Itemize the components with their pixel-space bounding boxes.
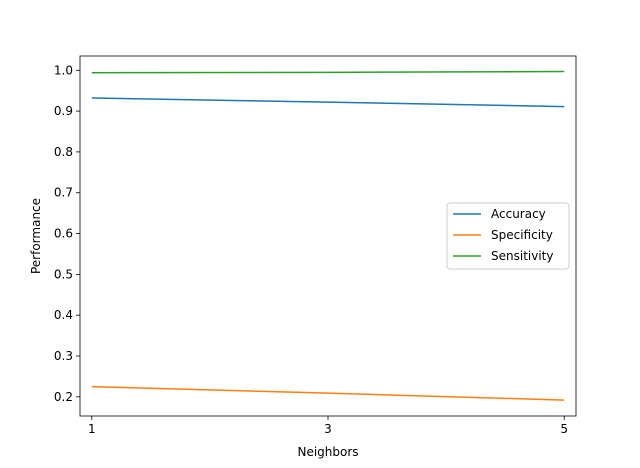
y-tick-label: 0.8: [54, 145, 73, 159]
y-tick-label: 0.6: [54, 227, 73, 241]
legend-box: [446, 202, 570, 270]
legend: Accuracy Specificity Sensitivity: [446, 202, 570, 270]
y-tick-label: 0.9: [54, 104, 73, 118]
x-axis-label: Neighbors: [297, 445, 358, 459]
x-tick-label: 3: [324, 422, 332, 436]
legend-label-accuracy: Accuracy: [491, 207, 546, 221]
y-tick-label: 1.0: [54, 63, 73, 77]
y-tick-label: 0.2: [54, 390, 73, 404]
legend-label-sensitivity: Sensitivity: [491, 249, 553, 263]
series-line-sensitivity: [91, 70, 565, 74]
y-tick-label: 0.5: [54, 267, 73, 281]
y-tick-label: 0.4: [54, 308, 73, 322]
series-line-accuracy: [91, 97, 565, 108]
x-tick-label: 5: [560, 422, 568, 436]
axes-layer: 1 3 5 0.2 0.3 0.4 0.5 0.6 0.7 0.8 0.9 1.0: [54, 55, 577, 436]
series-line-specificity: [91, 385, 565, 401]
x-tick-label: 1: [88, 422, 96, 436]
y-tick-label: 0.3: [54, 349, 73, 363]
y-tick-label: 0.7: [54, 186, 73, 200]
y-axis-label: Performance: [29, 198, 43, 274]
legend-label-specificity: Specificity: [491, 228, 553, 242]
series-layer: [91, 70, 565, 401]
